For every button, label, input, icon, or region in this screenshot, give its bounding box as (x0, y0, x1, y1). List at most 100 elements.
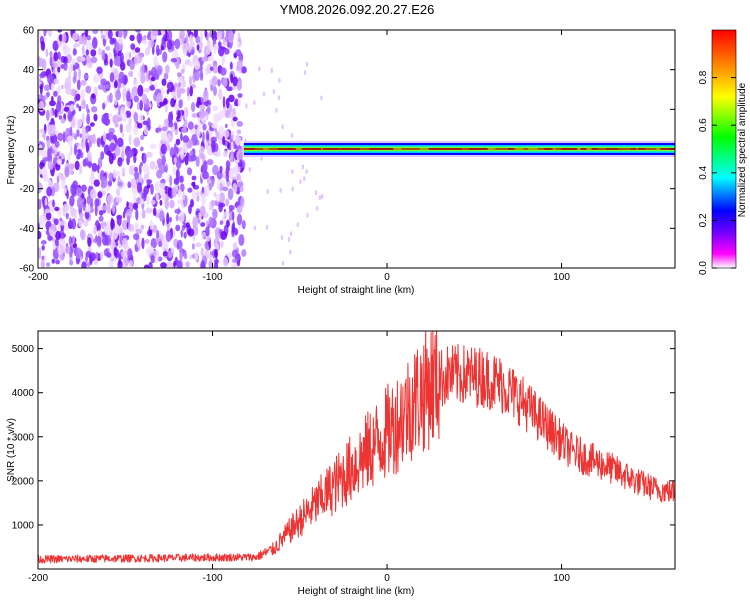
noise-cell (133, 112, 139, 123)
noise-cell (239, 186, 244, 193)
noise-cell (208, 183, 213, 191)
noise-cell (60, 233, 64, 240)
noise-speck (318, 195, 322, 201)
noise-cell (194, 69, 200, 81)
noise-cell (93, 74, 100, 83)
noise-speck (315, 205, 319, 211)
noise-cell (224, 123, 228, 129)
noise-speck (260, 155, 263, 161)
noise-cell (194, 60, 201, 71)
noise-cell (100, 34, 106, 39)
noise-cell (81, 261, 87, 268)
noise-cell (103, 225, 109, 233)
noise-cell (128, 133, 132, 146)
noise-cell (177, 110, 181, 119)
noise-cell (108, 112, 112, 119)
noise-cell (179, 249, 183, 261)
noise-cell (62, 131, 66, 144)
noise-cell (141, 237, 145, 250)
noise-cell (52, 237, 55, 243)
noise-cell (205, 226, 210, 237)
noise-cell (100, 151, 105, 160)
noise-speck (281, 260, 285, 266)
noise-cell (97, 47, 103, 56)
noise-cell (133, 195, 137, 205)
noise-cell (121, 250, 128, 258)
noise-cell (83, 220, 89, 227)
noise-cell (59, 254, 65, 261)
noise-cell (97, 84, 105, 90)
noise-cell (208, 260, 213, 268)
noise-cell (195, 242, 202, 248)
noise-cell (169, 216, 172, 223)
noise-speck (289, 249, 292, 255)
noise-cell (140, 72, 146, 84)
noise-cell (72, 109, 76, 115)
noise-cell (175, 214, 179, 222)
noise-cell (180, 132, 183, 141)
noise-cell (151, 30, 159, 37)
noise-cell (139, 163, 142, 175)
noise-cell (241, 249, 247, 257)
noise-cell (211, 76, 218, 86)
noise-cell (94, 204, 98, 217)
noise-cell (40, 40, 46, 52)
noise-cell (173, 92, 177, 100)
noise-cell (61, 33, 67, 43)
noise-cell (160, 45, 164, 51)
noise-cell (144, 239, 150, 244)
noise-cell (137, 84, 144, 97)
noise-cell (46, 109, 50, 122)
noise-cell (213, 43, 217, 54)
noise-cell (146, 151, 153, 158)
noise-cell (56, 60, 62, 66)
noise-cell (57, 66, 61, 73)
noise-cell (150, 76, 156, 82)
noise-cell (227, 31, 234, 43)
noise-cell (38, 199, 41, 210)
noise-cell (178, 99, 183, 109)
noise-cell (194, 251, 199, 262)
noise-cell (53, 41, 59, 51)
noise-cell (56, 101, 62, 113)
noise-cell (161, 155, 166, 166)
noise-cell (109, 239, 116, 251)
noise-cell (41, 149, 47, 158)
noise-cell (165, 64, 170, 74)
noise-cell (129, 59, 136, 71)
noise-cell (161, 130, 167, 142)
noise-cell (86, 113, 91, 125)
noise-cell (119, 52, 124, 64)
noise-speck (289, 231, 293, 237)
noise-cell (236, 205, 243, 214)
noise-cell (96, 137, 101, 148)
noise-cell (146, 184, 151, 189)
noise-cell (184, 109, 187, 121)
snr-ytick-label: 2000 (12, 476, 35, 487)
spectrogram-ytick-label: -20 (20, 184, 35, 195)
noise-cell (229, 61, 233, 70)
noise-cell (130, 43, 136, 51)
noise-cell (219, 165, 223, 174)
noise-cell (167, 30, 173, 41)
noise-cell (236, 65, 240, 72)
noise-cell (140, 224, 145, 230)
noise-cell (164, 103, 168, 113)
snr-xtick-label: -100 (203, 573, 223, 584)
noise-cell (47, 73, 54, 85)
noise-cell (218, 125, 225, 136)
noise-cell (202, 170, 209, 180)
noise-cell (169, 175, 172, 187)
noise-cell (47, 148, 52, 160)
noise-cell (205, 220, 209, 226)
noise-cell (163, 34, 167, 42)
noise-cell (38, 168, 42, 175)
noise-cell (96, 66, 103, 74)
noise-cell (182, 145, 188, 153)
noise-cell (59, 220, 66, 226)
noise-cell (106, 194, 114, 205)
noise-cell (67, 110, 73, 122)
noise-cell (228, 168, 234, 179)
noise-cell (118, 71, 125, 84)
noise-cell (236, 260, 241, 267)
